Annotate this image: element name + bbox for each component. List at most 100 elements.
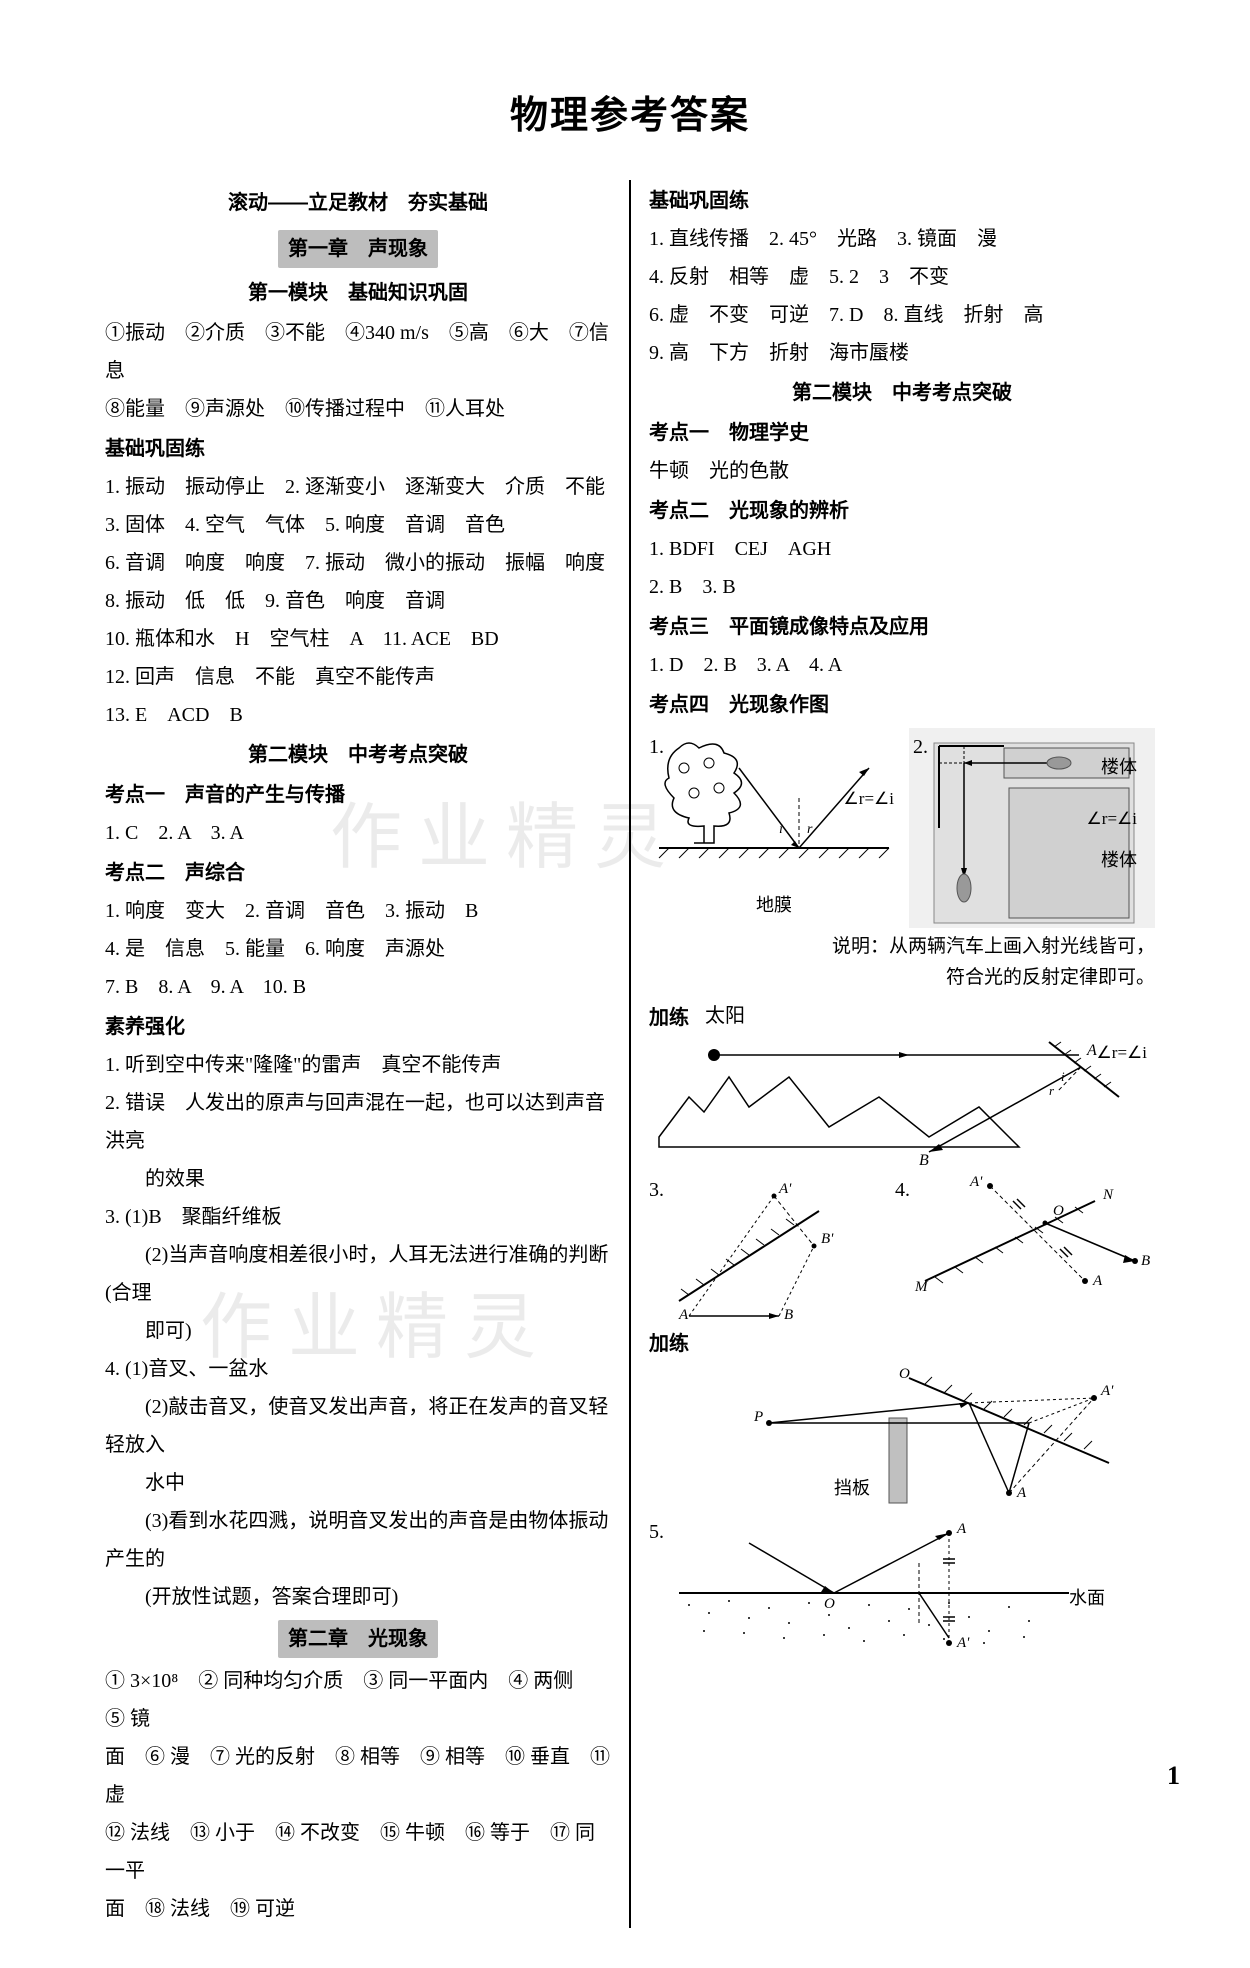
- svg-text:M: M: [914, 1279, 929, 1295]
- svg-text:A: A: [678, 1307, 689, 1321]
- d2-building1: 楼体: [1101, 750, 1137, 784]
- svg-text:P: P: [753, 1409, 763, 1425]
- svg-text:i: i: [1061, 1069, 1065, 1084]
- diagram-2: 2.: [909, 728, 1155, 928]
- diagram-note: 说明：从两辆汽车上画入射光线皆可，符合光的反射定律即可。: [649, 932, 1155, 993]
- svg-text:B: B: [919, 1152, 929, 1167]
- d1-dimu: 地膜: [649, 888, 899, 922]
- kp2-2: 4. 是 信息 5. 能量 6. 响度 声源处: [105, 930, 611, 968]
- svg-text:i: i: [779, 822, 783, 837]
- r-module2-title: 第二模块 中考考点突破: [649, 374, 1155, 412]
- water-label: 水面: [1069, 1581, 1105, 1615]
- c2: 3. 固体 4. 空气 气体 5. 响度 音调 音色: [105, 506, 611, 544]
- r-kp1-a: 牛顿 光的色散: [649, 452, 1155, 490]
- svg-text:A: A: [1016, 1485, 1027, 1501]
- r-kp2-title: 考点二 光现象的辨析: [649, 492, 1155, 530]
- e4b: (2)敲击音叉，使音叉发出声音，将正在发声的音叉轻轻放入: [105, 1388, 611, 1464]
- left-column: 滚动——立足教材 夯实基础 第一章 声现象 第一模块 基础知识巩固 ①振动 ②介…: [105, 180, 621, 1928]
- e4e: (开放性试题，答案合理即可): [105, 1578, 611, 1616]
- d3-label: 3.: [649, 1171, 664, 1209]
- extra2-label: 加练: [649, 1325, 1155, 1363]
- svg-text:A: A: [1092, 1273, 1103, 1289]
- ch2-2: 面 ⑥ 漫 ⑦ 光的反射 ⑧ 相等 ⑨ 相等 ⑩ 垂直 ⑪ 虚: [105, 1738, 611, 1814]
- column-divider: [629, 180, 631, 1928]
- svg-text:r: r: [807, 822, 813, 837]
- r-kp2-2: 2. B 3. B: [649, 568, 1155, 606]
- kp2-1: 1. 响度 变大 2. 音调 音色 3. 振动 B: [105, 892, 611, 930]
- svg-text:O: O: [824, 1596, 835, 1612]
- kp1-answers: 1. C 2. A 3. A: [105, 814, 611, 852]
- ch2-4: 面 ⑱ 法线 ⑲ 可逆: [105, 1890, 611, 1928]
- d2-angle: ∠r=∠i: [1087, 803, 1137, 835]
- r-kp2-1: 1. BDFI CEJ AGH: [649, 530, 1155, 568]
- e2: 2. 错误 人发出的原声与回声混在一起，也可以达到声音洪亮: [105, 1084, 611, 1160]
- svg-text:A: A: [956, 1521, 967, 1537]
- svg-text:B': B': [821, 1231, 834, 1247]
- c6: 12. 回声 信息 不能 真空不能传声: [105, 658, 611, 696]
- svg-text:A': A': [956, 1635, 970, 1651]
- svg-text:r: r: [1049, 1083, 1055, 1098]
- consolidation-title: 基础巩固练: [105, 430, 611, 468]
- c5: 10. 瓶体和水 H 空气柱 A 11. ACE BD: [105, 620, 611, 658]
- diagram-4: 4. N A: [895, 1171, 1155, 1321]
- d2-building2: 楼体: [1101, 843, 1137, 877]
- e3: 3. (1)B 聚酯纤维板: [105, 1198, 611, 1236]
- r-consol-title: 基础巩固练: [649, 182, 1155, 220]
- module1-title: 第一模块 基础知识巩固: [105, 274, 611, 312]
- basics-line2: ⑧能量 ⑨声源处 ⑩传播过程中 ⑪人耳处: [105, 390, 611, 428]
- r-kp3-title: 考点三 平面镜成像特点及应用: [649, 608, 1155, 646]
- d1-angle: ∠r=∠i: [844, 783, 894, 815]
- kp1-title: 考点一 声音的产生与传播: [105, 776, 611, 814]
- r-kp4-title: 考点四 光现象作图: [649, 686, 1155, 724]
- svg-text:A': A': [1100, 1383, 1114, 1399]
- e4d: (3)看到水花四溅，说明音叉发出的声音是由物体振动产生的: [105, 1502, 611, 1578]
- svg-text:O: O: [899, 1366, 910, 1382]
- c1: 1. 振动 振动停止 2. 逐渐变小 逐渐变大 介质 不能: [105, 468, 611, 506]
- diagram-sun: A B i r ∠r=∠i: [649, 1037, 1155, 1167]
- c3: 6. 音调 响度 响度 7. 振动 微小的振动 振幅 响度: [105, 544, 611, 582]
- diagram-1: 1.: [649, 728, 899, 928]
- e3c: 即可): [105, 1312, 611, 1350]
- d2-label: 2.: [913, 728, 928, 766]
- chapter2-banner: 第二章 光现象: [278, 1620, 438, 1658]
- chapter1-banner: 第一章 声现象: [278, 230, 438, 268]
- svg-text:O: O: [1053, 1203, 1064, 1219]
- extra-label: 加练: [649, 999, 689, 1037]
- e4: 4. (1)音叉、一盆水: [105, 1350, 611, 1388]
- page-title: 物理参考答案: [105, 80, 1155, 152]
- svg-text:B: B: [1141, 1253, 1150, 1269]
- diagram-3: 3. A B: [649, 1171, 885, 1321]
- e1: 1. 听到空中传来"隆隆"的雷声 真空不能传声: [105, 1046, 611, 1084]
- r-kp3-a: 1. D 2. B 3. A 4. A: [649, 646, 1155, 684]
- basics-line1: ①振动 ②介质 ③不能 ④340 m/s ⑤高 ⑥大 ⑦信息: [105, 314, 611, 390]
- kp2-title: 考点二 声综合: [105, 854, 611, 892]
- sun-angle: ∠r=∠i: [1097, 1037, 1147, 1069]
- diagram-5: 5.: [649, 1513, 1155, 1653]
- sun-label: 太阳: [705, 997, 745, 1035]
- d5-label: 5.: [649, 1513, 664, 1551]
- e4c: 水中: [105, 1464, 611, 1502]
- diagram-baffle: O P A A': [649, 1363, 1155, 1513]
- enrich-title: 素养强化: [105, 1008, 611, 1046]
- r1: 1. 直线传播 2. 45° 光路 3. 镜面 漫: [649, 220, 1155, 258]
- svg-text:A': A': [969, 1174, 983, 1190]
- ch2-3: ⑫ 法线 ⑬ 小于 ⑭ 不改变 ⑮ 牛顿 ⑯ 等于 ⑰ 同一平: [105, 1814, 611, 1890]
- svg-text:A: A: [1086, 1042, 1097, 1059]
- d1-label: 1.: [649, 728, 664, 766]
- svg-text:A': A': [778, 1181, 792, 1197]
- ch2-1: ① 3×10⁸ ② 同种均匀介质 ③ 同一平面内 ④ 两侧 ⑤ 镜: [105, 1662, 611, 1738]
- svg-text:N: N: [1102, 1187, 1114, 1203]
- rolling-header: 滚动——立足教材 夯实基础: [105, 184, 611, 222]
- r-kp1-title: 考点一 物理学史: [649, 414, 1155, 452]
- baffle-label: 挡板: [834, 1471, 870, 1505]
- r2: 4. 反射 相等 虚 5. 2 3 不变: [649, 258, 1155, 296]
- d4-label: 4.: [895, 1171, 910, 1209]
- page-number: 1: [1167, 1751, 1180, 1800]
- right-column: 基础巩固练 1. 直线传播 2. 45° 光路 3. 镜面 漫 4. 反射 相等…: [639, 180, 1155, 1928]
- kp2-3: 7. B 8. A 9. A 10. B: [105, 968, 611, 1006]
- module2-title: 第二模块 中考考点突破: [105, 736, 611, 774]
- c4: 8. 振动 低 低 9. 音色 响度 音调: [105, 582, 611, 620]
- e2b: 的效果: [105, 1160, 611, 1198]
- svg-text:B: B: [784, 1307, 793, 1321]
- c7: 13. E ACD B: [105, 696, 611, 734]
